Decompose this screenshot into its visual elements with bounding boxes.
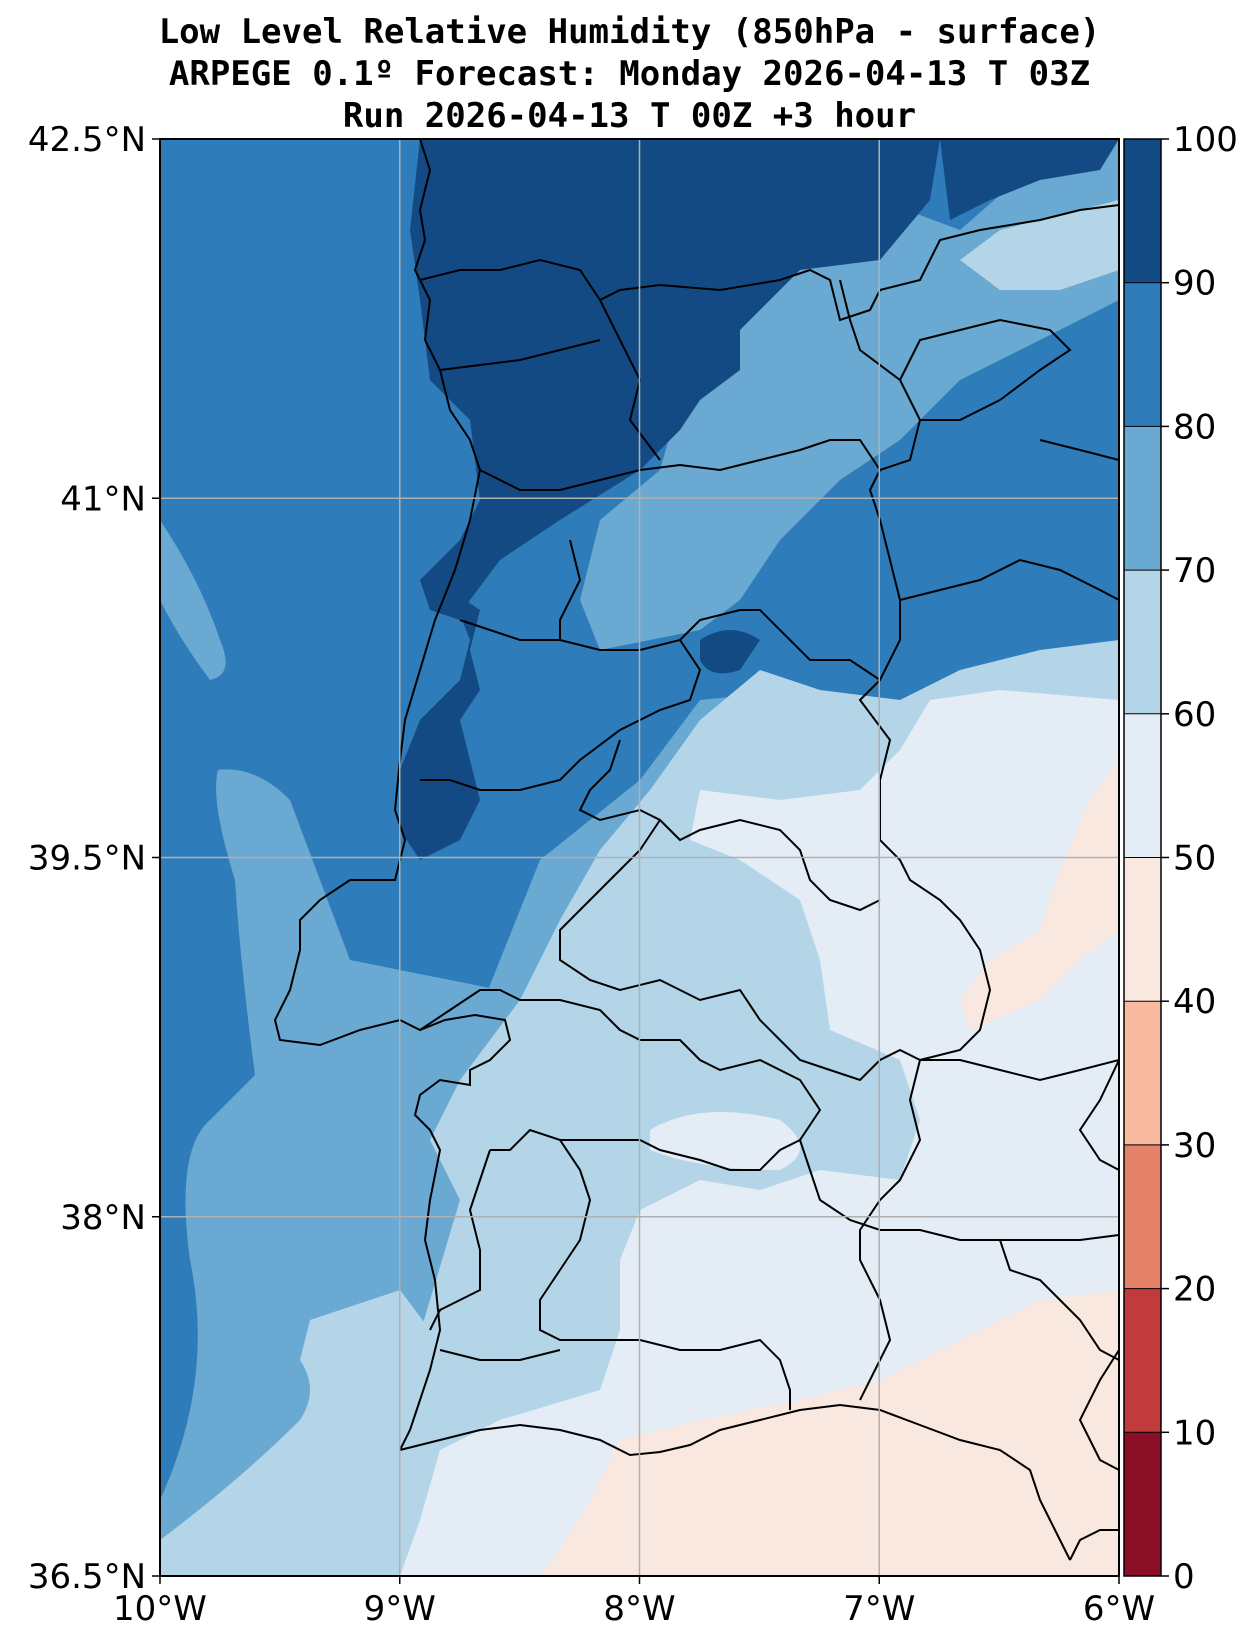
- colorbar: 0 10 20 30 40 50 60 70 80 90 100: [1123, 120, 1238, 1597]
- lon-tick-label: 6°W: [1083, 1589, 1155, 1629]
- lat-tick-label: 39.5°N: [28, 839, 146, 879]
- colorbar-tick-label: 90: [1173, 264, 1216, 304]
- colorbar-segment: [1124, 1144, 1161, 1289]
- colorbar-tick-label: 30: [1173, 1126, 1216, 1166]
- region-border-20: [1078, 1059, 1119, 1171]
- colorbar-tick-label: 20: [1173, 1270, 1216, 1310]
- region-border-16: [1039, 439, 1119, 461]
- colorbar-tick-label: 70: [1173, 551, 1216, 591]
- region-border-18: [920, 399, 1001, 421]
- region-border-17: [899, 318, 1072, 401]
- border-north: [419, 204, 1119, 322]
- colorbar-tick-label: 80: [1173, 407, 1216, 447]
- region-border-3: [439, 339, 601, 371]
- colorbar-tick-label: 0: [1173, 1557, 1195, 1597]
- lon-tick-label: 8°W: [603, 1589, 675, 1629]
- colorbar-segment: [1124, 282, 1161, 427]
- region-border-11: [799, 1139, 1119, 1241]
- rh-field-90-100-patch: [700, 630, 760, 674]
- colorbar-tick-label: 100: [1173, 120, 1238, 160]
- colorbar-tick-label: 60: [1173, 695, 1216, 735]
- region-border-7: [578, 739, 881, 912]
- lon-tick-label: 9°W: [364, 1589, 436, 1629]
- region-border-21: [1078, 1349, 1119, 1471]
- coastline-and-borders: [273, 139, 1119, 1561]
- spain-coast-east: [1069, 1529, 1119, 1561]
- region-border-8: [559, 819, 921, 1082]
- region-border-10: [429, 1149, 491, 1331]
- region-border-14: [999, 1239, 1119, 1361]
- lat-tick-label: 41°N: [60, 479, 146, 519]
- chart-title-line-2: ARPEGE 0.1º Forecast: Monday 2026-04-13 …: [168, 54, 1091, 94]
- chart-title-line-3: Run 2026-04-13 T 00Z +3 hour: [342, 96, 917, 136]
- region-border-6: [420, 639, 702, 791]
- lon-tick-label: 7°W: [843, 1589, 915, 1629]
- region-border-9: [419, 989, 822, 1171]
- rh-field-90-100-coast: [400, 590, 480, 860]
- rh-field-60-70-ne: [960, 200, 1119, 290]
- region-border-12: [539, 1139, 791, 1410]
- lon-tick-label: 10°W: [113, 1589, 207, 1629]
- lat-tick-label: 42.5°N: [28, 120, 146, 160]
- map-axes: 10°W 9°W 8°W 7°W 6°W 42.5°N 41°N 39.5°N 38°N 36.5…: [28, 120, 1155, 1629]
- colorbar-segment: [1124, 139, 1161, 283]
- region-border-4: [459, 609, 881, 681]
- colorbar-tick-label: 10: [1173, 1413, 1216, 1453]
- colorbar-segment: [1124, 1288, 1161, 1433]
- colorbar-segment: [1124, 1001, 1161, 1145]
- colorbar-tick-label: 50: [1173, 839, 1216, 879]
- rh-field-70-80-nw-patch: [160, 520, 226, 680]
- region-border-13: [439, 1349, 561, 1361]
- region-border-19: [899, 558, 1119, 601]
- colorbar-segment: [1124, 426, 1161, 571]
- rh-field-40-50-south: [540, 1290, 1119, 1576]
- rh-field-50-60-patch: [650, 1112, 800, 1170]
- colorbar-segment: [1124, 713, 1161, 858]
- region-border-5: [559, 539, 582, 640]
- colorbar-tick-label: 40: [1173, 982, 1216, 1022]
- colorbar-segment: [1124, 570, 1161, 714]
- region-border-1: [479, 439, 881, 491]
- chart-title-line-1: Low Level Relative Humidity (850hPa - su…: [158, 12, 1101, 52]
- colorbar-segment: [1124, 1432, 1161, 1576]
- rh-field-40-50-east: [960, 760, 1119, 1030]
- coastline-south: [399, 1403, 1071, 1561]
- lat-tick-label: 38°N: [60, 1198, 146, 1238]
- colorbar-segment: [1124, 857, 1161, 1002]
- region-border-15: [920, 1059, 1119, 1082]
- coastline-west: [273, 139, 512, 1451]
- rh-field-90-100-ne-strip: [940, 139, 1119, 220]
- rh-field-60-70-west: [160, 1290, 430, 1576]
- rh-field-90-100-north: [410, 139, 940, 620]
- lat-tick-label: 36.5°N: [28, 1557, 146, 1597]
